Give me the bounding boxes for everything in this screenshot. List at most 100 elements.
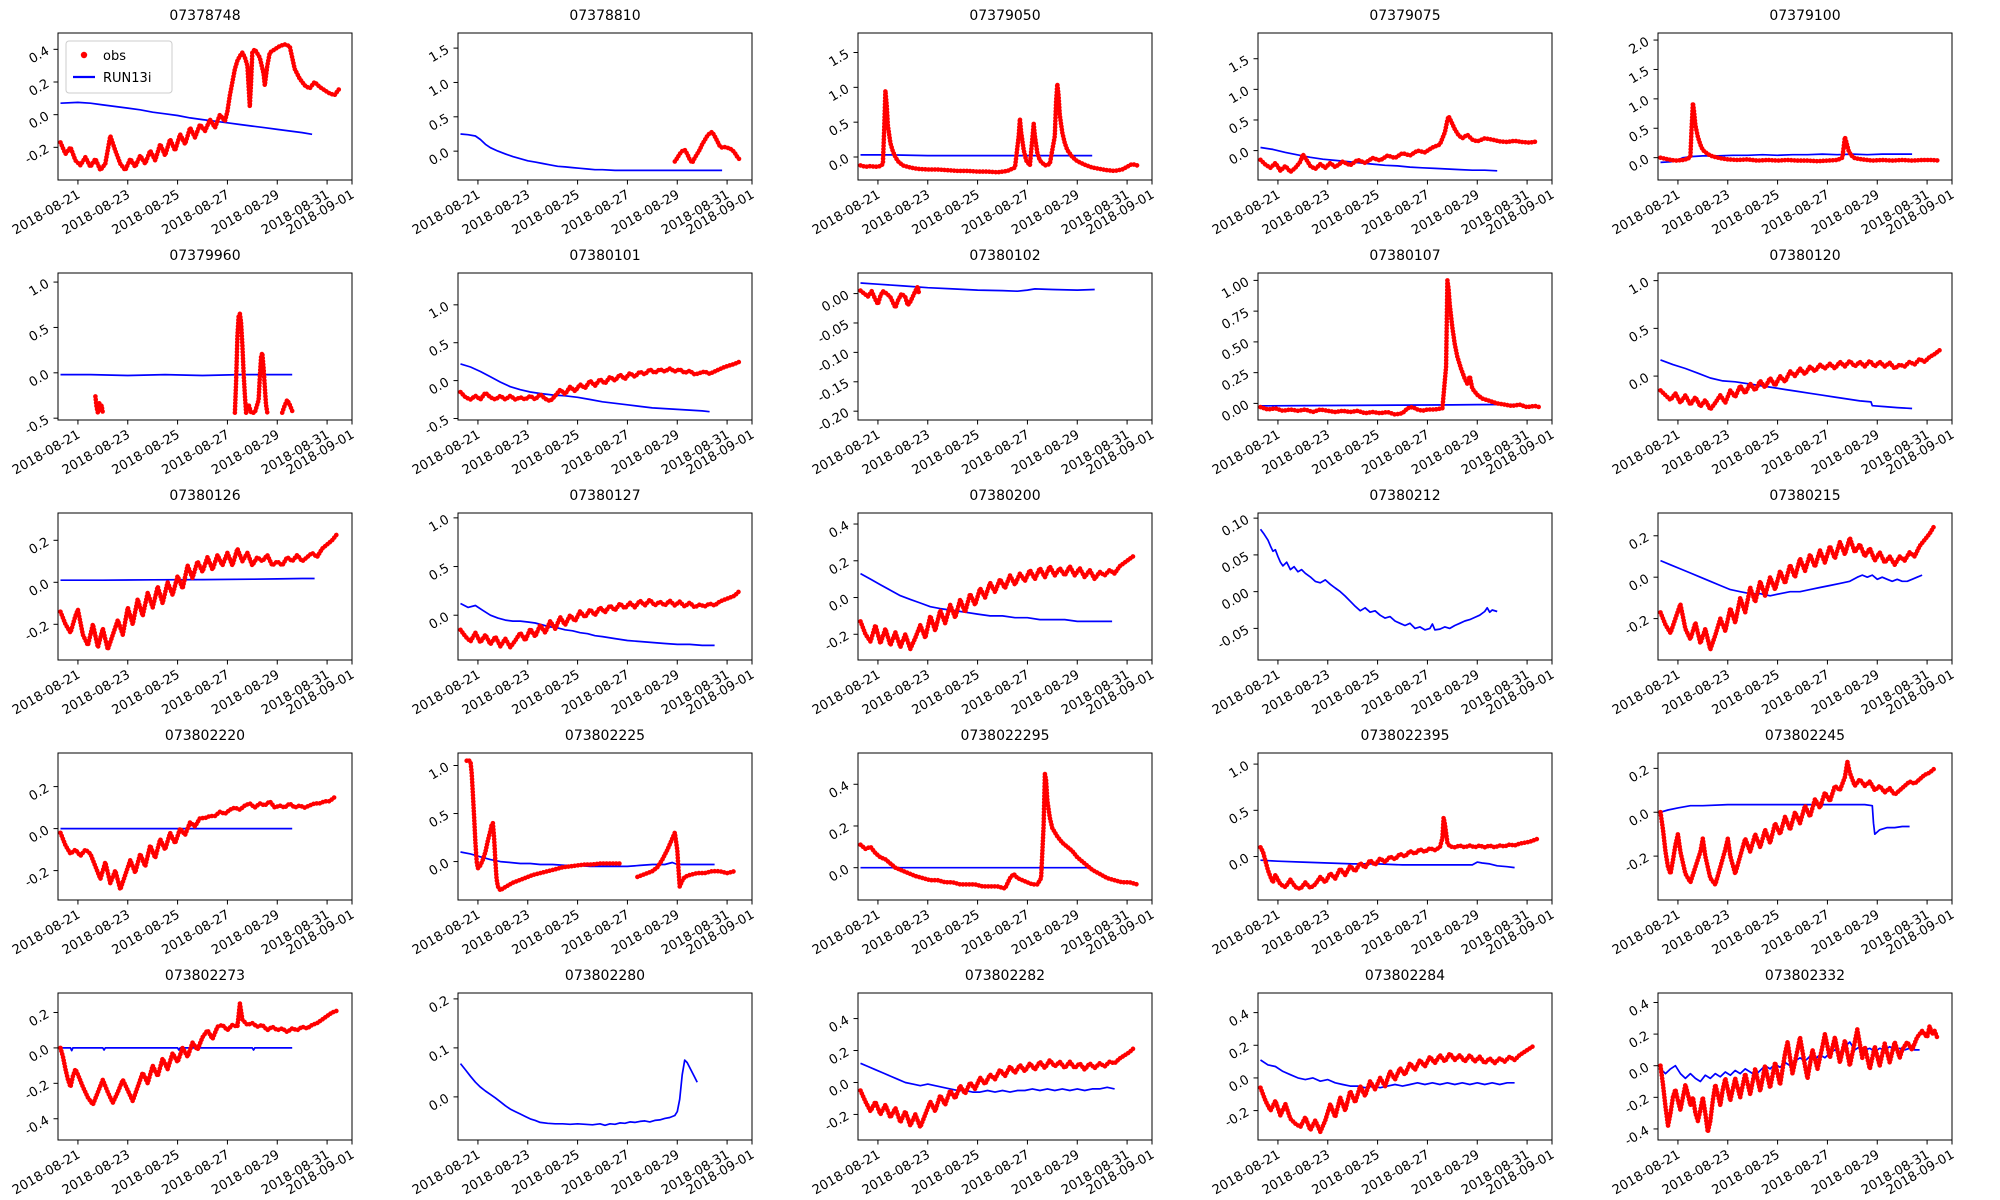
obs-series — [458, 359, 742, 404]
plot-area: 073790500.00.51.01.52018-08-212018-08-23… — [810, 8, 1157, 238]
model-series — [1260, 403, 1518, 407]
y-tick-label: 0.0 — [1227, 851, 1252, 874]
model-series — [1260, 1059, 1515, 1089]
axes-frame — [57, 32, 353, 181]
y-tick-label: 1.0 — [427, 77, 452, 100]
y-tick-label: 0.10 — [1219, 513, 1252, 540]
model-series — [460, 363, 710, 413]
plot-area: 07380200-0.20.00.20.42018-08-212018-08-2… — [810, 488, 1157, 718]
subplot-0738022395: 0738022395 0.0 0.5 1.0 2018-08-21 2018-08-23 2… — [1200, 720, 1600, 960]
subplot-07379050: 07379050 0.0 0.5 1.0 1.5 2018-08-21 2018-08-23… — [800, 0, 1200, 240]
obs-series — [1658, 1023, 1940, 1135]
model-series — [1259, 528, 1498, 631]
subplot-title: 073802245 — [1765, 728, 1845, 744]
axes-frame — [57, 272, 353, 421]
obs-series — [458, 588, 742, 650]
y-tick-label: 0.0 — [27, 577, 52, 600]
plot-area: 073802245-0.20.00.22018-08-212018-08-232… — [1610, 728, 1957, 958]
obs-series — [1258, 1043, 1537, 1135]
subplot-073802280: 073802280 0.0 0.1 0.2 2018-08-21 2018-08-23 20… — [400, 960, 800, 1200]
obs-series — [858, 284, 922, 310]
plot-area: 073791000.00.51.01.52.02018-08-212018-08… — [1610, 8, 1957, 238]
subplot-title: 073802280 — [565, 968, 645, 984]
obs-series — [279, 397, 297, 415]
subplot-07380120: 07380120 0.0 0.5 1.0 2018-08-21 2018-08-23 201… — [1600, 240, 2000, 480]
y-tick-label: 1.0 — [1227, 759, 1252, 782]
obs-series — [1258, 114, 1540, 175]
y-tick-label: -0.2 — [1223, 1105, 1252, 1131]
y-tick-label: 0.1 — [427, 1042, 452, 1065]
plot-area: 073788100.00.51.01.52018-08-212018-08-23… — [410, 8, 757, 238]
subplot-title: 07380215 — [1769, 488, 1840, 504]
plot-area: 07378748-0.20.00.20.42018-08-212018-08-2… — [10, 8, 357, 238]
model-series — [60, 101, 313, 136]
plot-area: 07380222950.00.20.42018-08-212018-08-232… — [810, 728, 1157, 958]
y-tick-label: 0.2 — [27, 1007, 52, 1030]
subplot-07380212: 07380212 -0.05 0.00 0.05 0.10 2018-08-21 2018-… — [1200, 480, 1600, 720]
y-tick-label: 1.0 — [1627, 93, 1652, 116]
model-series — [459, 1059, 698, 1127]
y-tick-label: -0.2 — [23, 865, 52, 891]
y-tick-label: 0.0 — [827, 592, 852, 615]
plot-area: 073802273-0.4-0.20.00.22018-08-212018-08… — [10, 968, 357, 1198]
axes-frame — [857, 752, 1153, 901]
axes-frame — [857, 272, 1153, 421]
y-tick-label: 1.5 — [1627, 64, 1652, 87]
y-tick-label: -0.5 — [23, 413, 52, 439]
axes-frame — [457, 992, 753, 1141]
y-tick-label: 1.0 — [1627, 275, 1652, 298]
subplot-title: 07380127 — [569, 488, 640, 504]
plot-area: 073801270.00.51.02018-08-212018-08-23201… — [410, 488, 757, 718]
y-tick-label: 0.0 — [427, 375, 452, 398]
subplot-07380127: 07380127 0.0 0.5 1.0 2018-08-21 2018-08-23 201… — [400, 480, 800, 720]
y-tick-label: 0.0 — [1627, 572, 1652, 595]
y-tick-label: 1.0 — [27, 277, 52, 300]
y-tick-label: 0.4 — [1227, 1007, 1252, 1030]
obs-series — [1658, 348, 1942, 412]
y-tick-label: 2.0 — [1627, 35, 1652, 58]
axes-frame — [1657, 512, 1953, 661]
model-series — [860, 1062, 1115, 1093]
y-tick-label: 0.5 — [427, 808, 452, 831]
model-series — [60, 577, 315, 582]
y-tick-label: 0.00 — [1219, 586, 1252, 613]
subplot-07379960: 07379960 -0.5 0.0 0.5 1.0 2018-08-21 2018-08-2… — [0, 240, 400, 480]
y-tick-label: 0.2 — [827, 820, 852, 843]
y-tick-label: 0.2 — [1627, 1029, 1652, 1052]
subplot-title: 07380107 — [1369, 248, 1440, 264]
y-tick-label: 0.2 — [27, 535, 52, 558]
obs-series — [635, 830, 737, 889]
subplot-07380126: 07380126 -0.2 0.0 0.2 2018-08-21 2018-08-23 20… — [0, 480, 400, 720]
y-tick-label: 0.2 — [1627, 763, 1652, 786]
y-tick-label: -0.2 — [1623, 613, 1652, 639]
subplot-title: 073802220 — [165, 728, 245, 744]
obs-series — [858, 771, 1140, 891]
y-tick-label: -0.05 — [815, 317, 852, 347]
y-tick-label: 0.0 — [1627, 371, 1652, 394]
plot-area: 07380215-0.20.00.22018-08-212018-08-2320… — [1610, 488, 1957, 718]
y-tick-label: 0.0 — [427, 856, 452, 879]
model-series — [1260, 146, 1498, 172]
y-tick-label: 0.0 — [827, 862, 852, 885]
axes-frame — [1657, 752, 1953, 901]
y-tick-label: 1.0 — [427, 760, 452, 783]
axes-frame — [1657, 272, 1953, 421]
y-tick-label: 0.5 — [27, 322, 52, 345]
axes-frame — [57, 512, 353, 661]
subplot-title: 07380102 — [969, 248, 1040, 264]
model-series — [1260, 859, 1515, 869]
y-tick-label: 0.2 — [827, 1045, 852, 1068]
subplot-07379075: 07379075 0.0 0.5 1.0 1.5 2018-08-21 2018-08-23… — [1200, 0, 1600, 240]
y-tick-label: 0.5 — [427, 561, 452, 584]
plot-area: 073802332-0.4-0.20.00.20.42018-08-212018… — [1610, 968, 1957, 1198]
axes-frame — [1657, 992, 1953, 1141]
subplot-title: 073802284 — [1365, 968, 1445, 984]
subplot-07379100: 07379100 0.0 0.5 1.0 1.5 2.0 2018-08-21 2018-08… — [1600, 0, 2000, 240]
plot-area: 0738022250.00.51.02018-08-212018-08-2320… — [410, 728, 757, 958]
y-tick-label: 1.0 — [1227, 84, 1252, 107]
model-series — [1660, 359, 1913, 410]
y-tick-label: 0.0 — [827, 1077, 852, 1100]
plot-area: 073801020.00-0.05-0.10-0.15-0.202018-08-… — [810, 248, 1157, 478]
y-tick-label: 1.5 — [1227, 53, 1252, 76]
y-tick-label: -0.5 — [423, 413, 452, 439]
